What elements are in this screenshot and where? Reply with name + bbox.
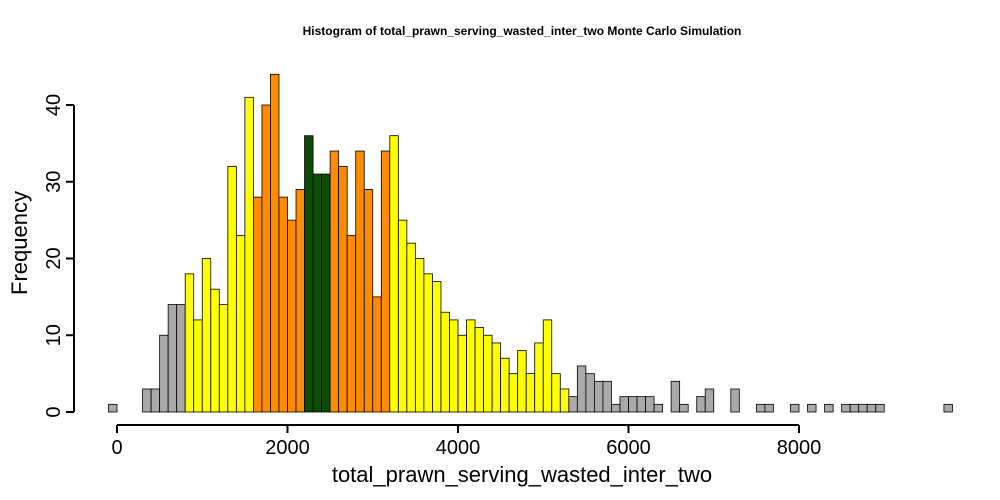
histogram-bar bbox=[534, 342, 544, 413]
histogram-bar bbox=[875, 403, 885, 413]
histogram-bar bbox=[338, 165, 348, 413]
histogram-bar bbox=[849, 403, 860, 413]
histogram-bar bbox=[363, 189, 374, 413]
histogram-bar bbox=[491, 342, 502, 413]
histogram-bar bbox=[943, 403, 953, 413]
histogram-bar bbox=[372, 296, 382, 413]
histogram-bar bbox=[432, 281, 442, 413]
histogram-bar bbox=[474, 327, 484, 413]
y-tick-label: 10 bbox=[43, 324, 65, 346]
histogram-bar bbox=[559, 388, 570, 413]
y-tick-label: 30 bbox=[43, 171, 65, 193]
histogram-bar bbox=[551, 373, 561, 413]
histogram-bar bbox=[184, 273, 195, 413]
histogram-bar bbox=[730, 388, 740, 413]
histogram-bar bbox=[227, 165, 237, 413]
histogram-bar bbox=[525, 373, 536, 413]
histogram-bar bbox=[108, 403, 118, 413]
histogram-bar bbox=[287, 219, 297, 413]
histogram-bar bbox=[176, 304, 186, 413]
y-tick-label: 40 bbox=[43, 94, 65, 116]
histogram-bar bbox=[159, 334, 169, 413]
histogram-bar bbox=[270, 73, 280, 413]
histogram-bar bbox=[508, 373, 519, 413]
histogram-bar bbox=[645, 396, 655, 413]
histogram-bar bbox=[679, 403, 689, 413]
histogram-bar bbox=[611, 403, 621, 413]
histogram-bar bbox=[841, 403, 851, 413]
histogram-bar bbox=[346, 235, 357, 413]
histogram-bar bbox=[466, 319, 476, 413]
bars-group bbox=[108, 73, 953, 413]
histogram-bar bbox=[261, 104, 271, 413]
histogram-bar bbox=[619, 396, 629, 413]
x-axis-label: total_prawn_serving_wasted_inter_two bbox=[332, 462, 712, 487]
histogram-bar bbox=[764, 403, 774, 413]
histogram-bar bbox=[167, 304, 178, 413]
histogram-bar bbox=[500, 357, 510, 413]
histogram-bar bbox=[278, 196, 288, 413]
histogram-bar bbox=[517, 350, 527, 413]
histogram-bar bbox=[329, 150, 340, 413]
x-tick-label: 6000 bbox=[606, 437, 651, 459]
y-tick-label: 0 bbox=[43, 406, 65, 417]
histogram-bar bbox=[755, 403, 766, 413]
histogram-bar bbox=[201, 258, 212, 413]
x-tick-label: 0 bbox=[111, 437, 122, 459]
y-axis-label: Frequency bbox=[7, 191, 32, 295]
x-axis: 0 2000 4000 6000 8000 bbox=[111, 424, 822, 459]
histogram-bar bbox=[218, 304, 229, 413]
histogram-bar bbox=[423, 273, 433, 413]
histogram-bar bbox=[636, 396, 646, 413]
histogram-bar bbox=[594, 380, 604, 413]
histogram-bar bbox=[235, 235, 246, 413]
histogram-bar bbox=[193, 319, 203, 413]
histogram-bar bbox=[380, 150, 391, 413]
histogram-bar bbox=[628, 396, 638, 413]
histogram-bar bbox=[866, 403, 877, 413]
histogram-bar bbox=[397, 219, 408, 413]
histogram-bar bbox=[252, 196, 263, 413]
histogram-bar bbox=[355, 150, 365, 413]
histogram-bar bbox=[295, 189, 305, 413]
histogram-bar bbox=[312, 173, 323, 413]
x-tick-label: 8000 bbox=[777, 437, 822, 459]
histogram-bar bbox=[304, 135, 314, 413]
histogram-bar bbox=[858, 403, 868, 413]
x-tick-label: 2000 bbox=[265, 437, 310, 459]
histogram-bar bbox=[670, 380, 681, 413]
histogram-bar bbox=[602, 380, 612, 413]
chart-title: Histogram of total_prawn_serving_wasted_… bbox=[303, 24, 742, 38]
histogram-bar bbox=[244, 96, 254, 413]
histogram-bar bbox=[704, 388, 715, 413]
histogram-bar bbox=[440, 311, 450, 413]
histogram-bar bbox=[696, 396, 706, 413]
histogram-bar bbox=[790, 403, 800, 413]
histogram-bar bbox=[483, 334, 493, 413]
histogram-bar bbox=[321, 173, 331, 413]
histogram-bar bbox=[210, 288, 220, 413]
histogram-bar bbox=[576, 365, 587, 413]
histogram-bar bbox=[824, 403, 834, 413]
histogram-bar bbox=[150, 388, 161, 413]
histogram-bar bbox=[568, 396, 578, 413]
y-tick-label: 20 bbox=[43, 247, 65, 269]
histogram-bar bbox=[653, 403, 664, 413]
histogram-bar bbox=[389, 135, 399, 413]
y-axis: 0 10 20 30 40 bbox=[43, 94, 75, 418]
histogram-bar bbox=[406, 242, 416, 413]
histogram-bar bbox=[457, 334, 467, 413]
x-tick-label: 4000 bbox=[436, 437, 481, 459]
histogram-bar bbox=[542, 319, 553, 413]
histogram-bar bbox=[449, 319, 459, 413]
histogram-bar bbox=[807, 403, 817, 413]
histogram-bar bbox=[585, 373, 595, 413]
histogram-bar bbox=[142, 388, 152, 413]
histogram-bar bbox=[414, 258, 425, 413]
